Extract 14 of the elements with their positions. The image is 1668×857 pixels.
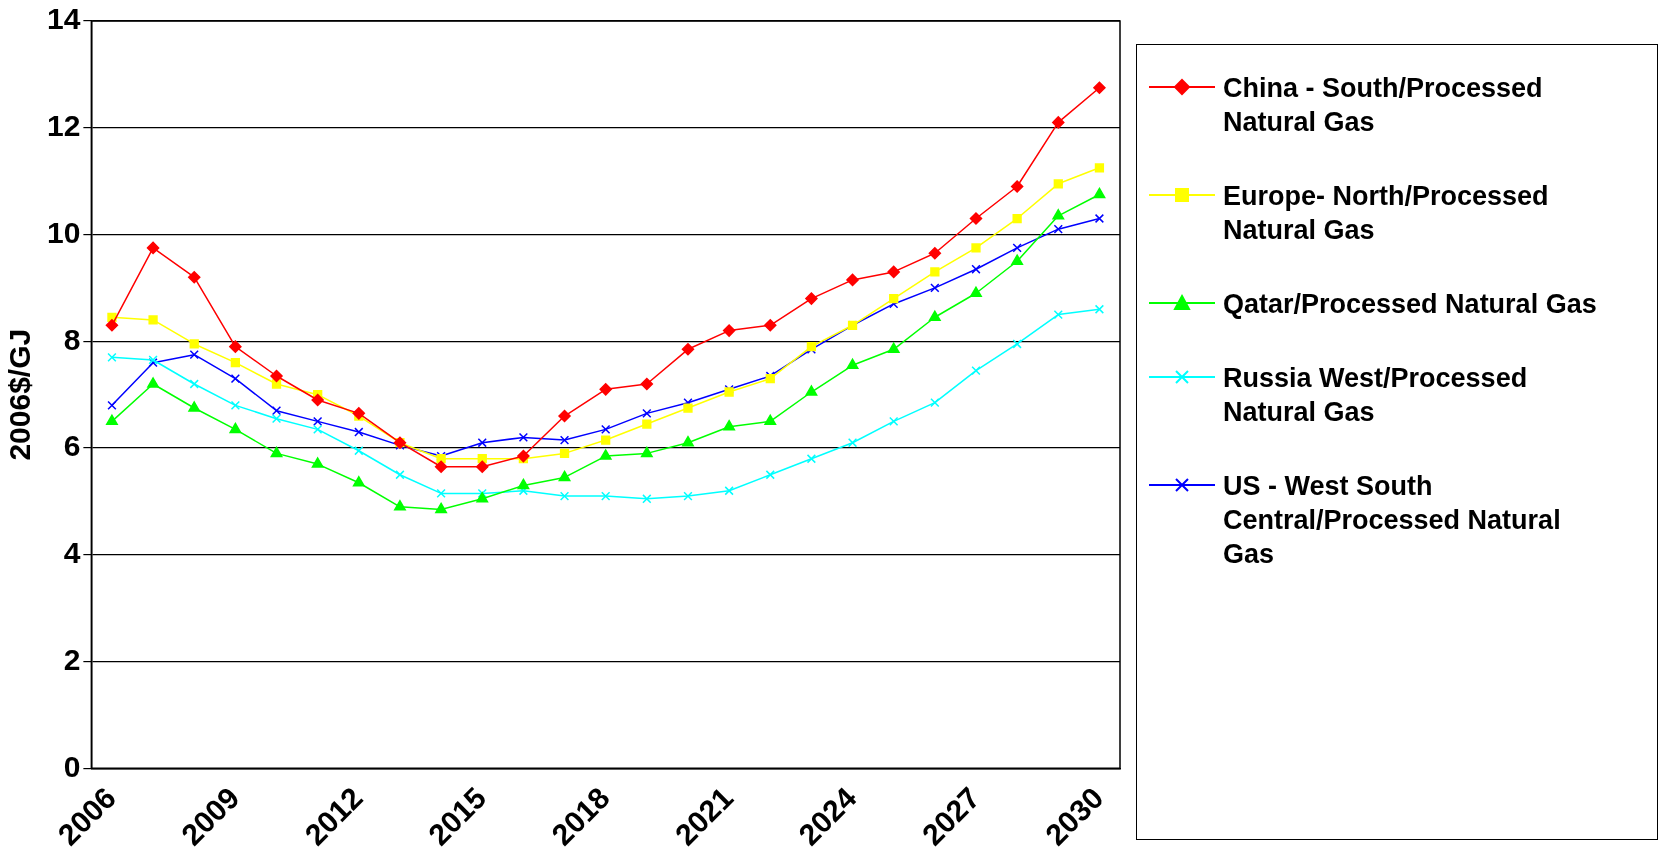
y-tick-label: 14 bbox=[46, 2, 81, 36]
y-tick-label: 12 bbox=[46, 109, 81, 143]
legend-label: Russia West/Processed Natural Gas bbox=[1223, 362, 1529, 429]
y-tick-label: 4 bbox=[63, 536, 81, 570]
legend-label: US - West South Central/Processed Natural Gas bbox=[1223, 470, 1562, 571]
y-tick-label: 0 bbox=[63, 749, 81, 783]
y-axis-title: 2006$/GJ bbox=[3, 328, 37, 461]
legend-label: Qatar/Processed Natural Gas bbox=[1223, 288, 1597, 321]
legend-label: China - South/Processed Natural Gas bbox=[1223, 72, 1544, 139]
y-tick-label: 6 bbox=[63, 429, 81, 463]
legend-label: Europe- North/Processed Natural Gas bbox=[1223, 180, 1550, 247]
y-tick-label: 8 bbox=[63, 322, 81, 356]
y-tick-label: 10 bbox=[46, 215, 81, 249]
y-tick-label: 2 bbox=[63, 642, 81, 676]
